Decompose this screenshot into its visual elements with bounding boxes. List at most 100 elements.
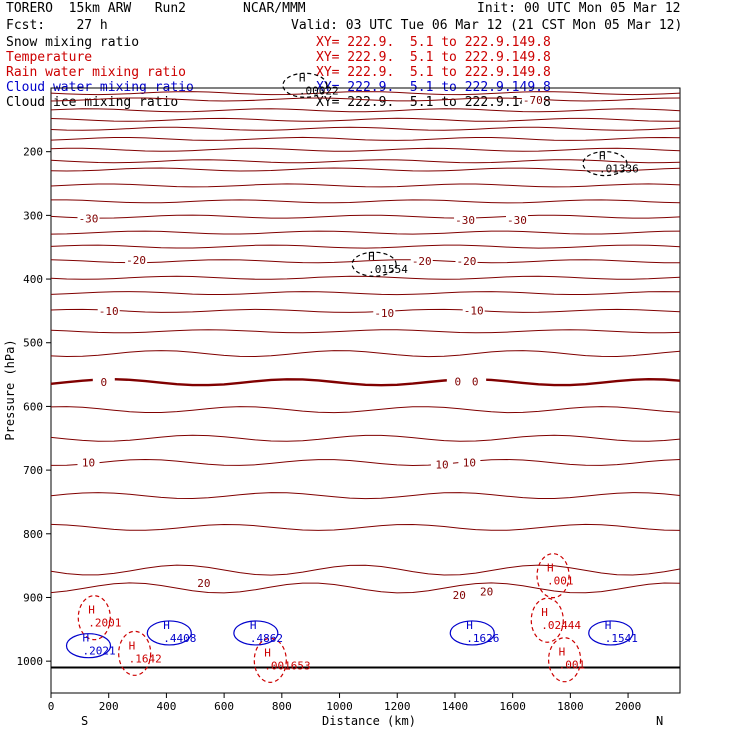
model-title: TORERO 15km ARW Run2	[6, 1, 187, 16]
isotherm-4	[50, 126, 681, 131]
cloud-ice-max-value: .01554	[368, 263, 408, 276]
rain-water-max-value: .001653	[264, 659, 310, 672]
y-axis-label: Pressure (hPa)	[3, 339, 17, 440]
isotherm-5	[50, 136, 681, 141]
x-tick-label: 600	[214, 700, 234, 713]
maximum-marker-h: H	[541, 606, 548, 619]
cloud-water-max-value: .1626	[466, 632, 499, 645]
temperature-label: -30	[79, 213, 99, 226]
isotherm-21	[50, 406, 681, 414]
isotherm-11	[50, 214, 681, 219]
maximum-marker-h: H	[83, 632, 90, 645]
endpoint-right-label: N	[656, 714, 663, 728]
maximum-marker-h: H	[368, 250, 375, 263]
isotherm-7	[50, 159, 681, 164]
maximum-marker-h: H	[264, 646, 271, 659]
temperature-label: -30	[455, 214, 475, 227]
maximum-marker-h: H	[163, 619, 170, 632]
temperature-label: 20	[197, 577, 210, 590]
temperature-label: 10	[463, 456, 476, 469]
cloud-water-contour	[588, 620, 634, 646]
maximum-marker-h: H	[250, 619, 257, 632]
legend-rain-xy: XY= 222.9. 5.1 to 222.9.149.8	[316, 65, 551, 80]
x-axis-label: Distance (km)	[322, 714, 416, 728]
x-tick-label: 1200	[384, 700, 411, 713]
temperature-label-bg	[97, 304, 120, 317]
isotherm-22	[50, 434, 681, 442]
maximum-marker-h: H	[129, 639, 136, 652]
temperature-label: -70	[523, 94, 543, 107]
cloud-water-max-value: .4408	[163, 632, 196, 645]
rain-water-contour	[530, 597, 564, 643]
temperature-label: 10	[82, 456, 95, 469]
temperature-label-bg	[458, 456, 481, 469]
model-center: NCAR/MMM	[243, 1, 306, 16]
isotherm-6	[50, 147, 681, 152]
isotherm-16	[50, 291, 681, 296]
temperature-label-bg	[77, 456, 100, 469]
maximum-marker-h: H	[599, 150, 606, 163]
temperature-label-bg	[446, 375, 469, 388]
temperature-label-bg	[373, 306, 396, 319]
temperature-label: -30	[507, 214, 527, 227]
isotherm-1	[50, 97, 681, 102]
isotherm-10	[51, 199, 681, 204]
isotherm-8	[50, 167, 681, 172]
temperature-label: 0	[455, 376, 462, 389]
isotherm-13	[50, 244, 681, 249]
y-tick-label: 300	[23, 209, 43, 222]
temperature-label-bg	[77, 212, 100, 225]
temperature-label-bg	[92, 376, 115, 389]
rain-water-contour	[118, 630, 152, 676]
y-tick-label: 800	[23, 528, 43, 541]
isotherm-15	[50, 275, 681, 280]
y-tick-label: 200	[23, 146, 43, 159]
maximum-marker-h: H	[547, 562, 554, 575]
y-tick-label: 400	[23, 273, 43, 286]
x-tick-label: 1800	[557, 700, 584, 713]
isotherm-26	[50, 564, 681, 576]
x-tick-label: 2000	[615, 700, 642, 713]
plot-frame	[50, 87, 681, 694]
temperature-label-bg	[462, 304, 485, 317]
maximum-marker-h: H	[559, 646, 566, 659]
isotherm-27	[50, 582, 681, 594]
temperature-label: -10	[99, 305, 119, 318]
cloud-water-max-value: .1541	[605, 632, 638, 645]
temperature-label: 0	[100, 376, 107, 389]
temperature-label-bg	[455, 255, 478, 268]
temperature-label: -10	[374, 307, 394, 320]
temperature-label: -20	[126, 254, 146, 267]
y-tick-label: 900	[23, 591, 43, 604]
legend-temperature-label: Temperature	[6, 50, 93, 65]
isotherm-25	[50, 523, 681, 531]
temperature-label-bg	[430, 458, 453, 471]
rain-water-max-value: .1642	[129, 652, 162, 665]
isotherm-3	[50, 117, 681, 122]
cloud-water-contour	[233, 620, 279, 646]
legend-snow-xy: XY= 222.9. 5.1 to 222.9.149.8	[316, 35, 551, 50]
x-tick-label: 200	[99, 700, 119, 713]
y-tick-label: 1000	[17, 655, 44, 668]
isotherm-20	[50, 377, 681, 387]
temperature-label: 10	[435, 458, 448, 471]
init-time: Init: 00 UTC Mon 05 Mar 12	[477, 1, 681, 16]
cloud-water-max-value: .2021	[83, 645, 116, 658]
cloud-ice-max-value: .01336	[599, 163, 639, 176]
forecast-hour: Fcst: 27 h	[6, 18, 108, 33]
y-tick-label: 500	[23, 337, 43, 350]
cloud-water-contour	[65, 633, 112, 659]
cloud-water-contour	[146, 620, 192, 646]
x-tick-label: 400	[156, 700, 176, 713]
temperature-label-bg	[448, 588, 471, 601]
maximum-marker-h: H	[88, 604, 95, 617]
temperature-label: -20	[457, 255, 477, 268]
cloud-ice-contour	[351, 251, 397, 277]
rain-water-contour	[536, 553, 570, 599]
cloud-ice-contour	[282, 72, 328, 98]
isotherm-19	[50, 350, 681, 358]
isotherm-14	[50, 259, 680, 264]
temperature-label-bg	[454, 213, 477, 226]
temperature-label-bg	[521, 94, 544, 107]
